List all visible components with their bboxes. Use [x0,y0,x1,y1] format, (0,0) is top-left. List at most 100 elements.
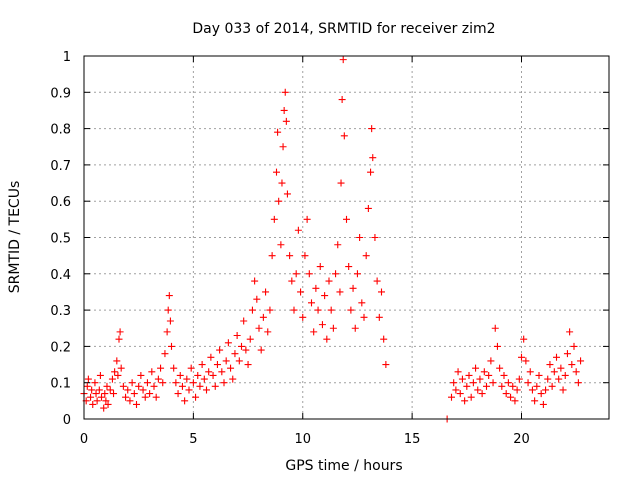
data-point [349,284,357,292]
data-point [292,270,300,278]
data-point [150,382,158,390]
data-point [253,295,261,303]
x-tick-label: 5 [189,432,197,447]
data-point [561,371,569,379]
data-point [176,371,184,379]
data-point [185,386,193,394]
y-tick-label: 0.8 [50,123,71,138]
data-point [100,404,108,412]
data-point [117,364,125,372]
data-point [528,386,536,394]
data-point [559,386,567,394]
data-point [574,379,582,387]
data-point [364,204,372,212]
y-tick-label: 0.4 [50,268,71,283]
data-point [126,397,134,405]
data-point [165,292,173,300]
data-point [336,288,344,296]
data-point [550,368,558,376]
data-point [325,277,333,285]
data-point [96,371,104,379]
data-point [146,390,154,398]
data-point [196,382,204,390]
data-point [238,342,245,350]
data-point [483,382,490,390]
data-point [327,306,335,314]
data-point [487,357,495,365]
data-point [89,400,97,408]
x-tick-labels: 0 5 10 15 20 [80,432,530,447]
y-tick-label: 1 [63,50,71,65]
data-point [113,357,121,365]
data-point [93,397,101,405]
data-point [537,390,545,398]
data-point [367,168,375,176]
data-point [332,270,340,278]
data-point [531,397,539,405]
data-point [467,393,475,401]
y-tick-labels: 0 0.1 0.2 0.3 0.4 0.5 0.6 0.7 0.8 0.9 1 [50,50,71,428]
data-point [566,328,574,336]
data-point [229,375,237,383]
data-point [280,106,288,114]
data-point [456,390,464,398]
data-point [572,368,580,376]
data-point [157,364,165,372]
data-point [98,393,105,401]
data-point [524,379,532,387]
data-point [209,371,217,379]
data-point [323,335,331,343]
grid [84,56,609,419]
data-point [360,313,368,321]
y-tick-label: 0.2 [50,340,71,355]
data-point [274,128,282,136]
y-axis-label: SRMTID / TECUs [7,181,23,294]
data-point [246,335,254,343]
data-point [200,375,208,383]
data-point [511,397,519,405]
data-point [450,379,458,387]
data-point [339,56,347,64]
data-point [95,386,103,394]
data-point [345,263,353,271]
data-point [294,226,302,234]
data-point [305,270,313,278]
data-point [463,382,471,390]
y-tick-label: 0.3 [50,304,71,319]
data-point [141,393,149,401]
data-point [513,386,521,394]
data-point [222,357,230,365]
data-point [231,350,239,358]
data-point [139,386,147,394]
data-point [375,313,383,321]
data-point [220,379,228,387]
data-point [111,368,119,376]
x-tick-label: 20 [513,432,530,447]
data-point [310,328,318,336]
data-point [286,252,294,260]
data-point [371,234,379,241]
data-point [211,382,219,390]
data-point [539,400,547,408]
y-tick-label: 0.5 [50,232,71,247]
data-point [555,375,563,383]
data-point [242,346,250,354]
data-point [356,234,364,241]
data-point [448,393,455,401]
data-point [137,371,145,379]
data-point [509,382,517,390]
x-axis-label: GPS time / hours [285,458,402,474]
data-point [522,357,530,365]
data-point [452,386,460,394]
data-point [110,390,118,398]
data-point [493,342,501,350]
data-point [382,361,390,369]
data-point [353,270,361,278]
data-point [282,117,290,125]
data-point [557,364,565,372]
y-tick-label: 0.1 [50,377,71,392]
data-point [273,168,280,176]
y-tick-label: 0 [63,413,71,428]
data-point [84,375,92,383]
data-points [80,56,585,423]
